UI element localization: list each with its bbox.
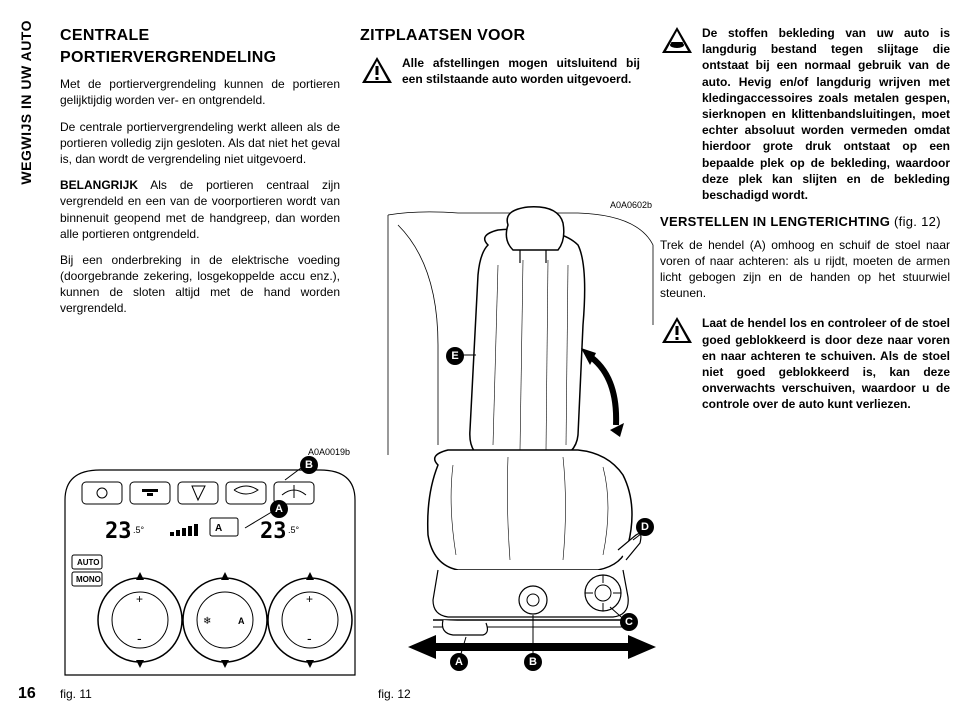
figure-12: E D C B A <box>378 205 658 675</box>
svg-text:A: A <box>215 523 222 534</box>
section-tab: WEGWIJS IN UW AUTO <box>18 20 34 185</box>
para-pull-lever: Trek de hendel (A) omhoog en schuif de s… <box>660 237 950 302</box>
fig12-callout-b: B <box>524 653 542 671</box>
page-number: 16 <box>18 685 36 703</box>
para-condition: De centrale portiervergrendeling werkt a… <box>60 119 340 168</box>
column-1: CENTRALE PORTIERVERGRENDELING Met de por… <box>60 25 340 422</box>
run-in-belangrijk: BELANGRIJK <box>60 178 138 192</box>
para-intro: Met de portiervergrendeling kunnen de po… <box>60 76 340 108</box>
para-power-loss: Bij een onderbreking in de elektrische v… <box>60 252 340 317</box>
fig11-callout-a: A <box>270 500 288 518</box>
warning-lever-text: Laat de hendel los en controleer of de s… <box>702 315 950 412</box>
heading-central-lock: CENTRALE PORTIERVERGRENDELING <box>60 25 340 68</box>
heading-seats: ZITPLAATSEN VOOR <box>360 25 640 47</box>
svg-text:AUTO: AUTO <box>77 558 100 567</box>
svg-text:+: + <box>306 592 313 606</box>
svg-text:A: A <box>238 616 245 626</box>
svg-text:-: - <box>307 630 312 646</box>
subhead-length-ref: (fig. 12) <box>890 214 941 229</box>
svg-text:MONO: MONO <box>76 575 101 584</box>
subhead-length-text: VERSTELLEN IN LENGTERICHTING <box>660 214 890 229</box>
warning-stationary: Alle afstellingen mogen uitsluitend bij … <box>360 55 640 87</box>
warning-triangle-icon <box>660 315 694 345</box>
fig11-code: A0A0019b <box>308 447 350 457</box>
svg-text:.5°: .5° <box>288 525 300 535</box>
para-important: BELANGRIJK Als de portieren centraal zij… <box>60 177 340 242</box>
car-triangle-icon <box>660 25 694 55</box>
figure-11: 23.5° A 23.5° AUTO MONO + - ❄ A <box>60 460 360 680</box>
warning-upholstery-text: De stoffen bekleding van uw auto is lang… <box>702 25 950 203</box>
fig12-callout-c: C <box>620 613 638 631</box>
svg-text:23: 23 <box>260 519 287 544</box>
subhead-length: VERSTELLEN IN LENGTERICHTING (fig. 12) <box>660 213 950 231</box>
warning-stationary-text: Alle afstellingen mogen uitsluitend bij … <box>402 55 640 87</box>
column-3: De stoffen bekleding van uw auto is lang… <box>660 25 950 422</box>
svg-text:23: 23 <box>105 519 132 544</box>
svg-text:+: + <box>136 592 143 606</box>
warning-triangle-icon <box>360 55 394 85</box>
fig11-callout-b: B <box>300 456 318 474</box>
svg-text:❄: ❄ <box>203 616 211 627</box>
fig12-callout-d: D <box>636 518 654 536</box>
svg-text:.5°: .5° <box>133 525 145 535</box>
fig12-callout-e: E <box>446 347 464 365</box>
fig11-caption: fig. 11 <box>60 687 92 701</box>
fig12-caption: fig. 12 <box>378 687 411 701</box>
warning-upholstery: De stoffen bekleding van uw auto is lang… <box>660 25 950 203</box>
svg-text:-: - <box>137 630 142 646</box>
warning-lever: Laat de hendel los en controleer of de s… <box>660 315 950 412</box>
fig12-callout-a: A <box>450 653 468 671</box>
